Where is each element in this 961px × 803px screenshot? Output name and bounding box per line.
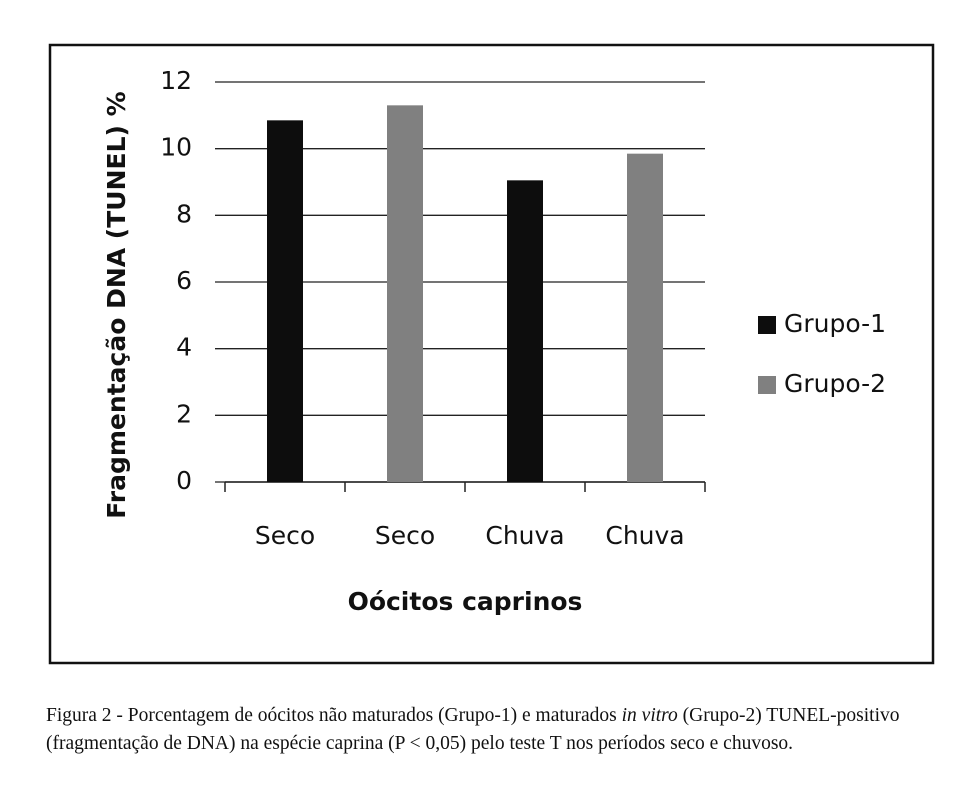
bar <box>387 105 423 482</box>
y-tick-label: 0 <box>176 466 192 495</box>
legend-label: Grupo-2 <box>784 369 886 398</box>
legend-label: Grupo-1 <box>784 309 886 338</box>
x-tick-label: Chuva <box>485 521 564 550</box>
legend-swatch <box>758 316 776 334</box>
x-tick-label: Chuva <box>605 521 684 550</box>
x-tick-label: Seco <box>255 521 315 550</box>
caption-italic: in vitro <box>621 705 678 726</box>
caption-text: (Grupo-2) TUNEL-positivo (fragmentação d… <box>46 705 900 754</box>
caption-text: Figura 2 - Porcentagem de oócitos não ma… <box>46 705 622 726</box>
y-tick-label: 4 <box>176 333 192 362</box>
x-axis-title: Oócitos caprinos <box>348 587 583 616</box>
y-tick-label: 10 <box>160 133 192 162</box>
chart: Fragmentação DNA (TUNEL) % Oócitos capri… <box>48 43 935 665</box>
y-tick-label: 2 <box>176 399 192 428</box>
chart-frame <box>48 43 935 665</box>
bar <box>507 180 543 483</box>
y-axis-title: Fragmentação DNA (TUNEL) % <box>102 91 131 518</box>
x-tick-label: Seco <box>375 521 435 550</box>
bar <box>627 153 663 482</box>
bar <box>267 120 303 482</box>
y-tick-label: 12 <box>160 66 192 95</box>
caption: Figura 2 - Porcentagem de oócitos não ma… <box>46 702 936 758</box>
legend-swatch <box>758 376 776 394</box>
y-tick-label: 6 <box>176 266 192 295</box>
y-tick-label: 8 <box>176 199 192 228</box>
